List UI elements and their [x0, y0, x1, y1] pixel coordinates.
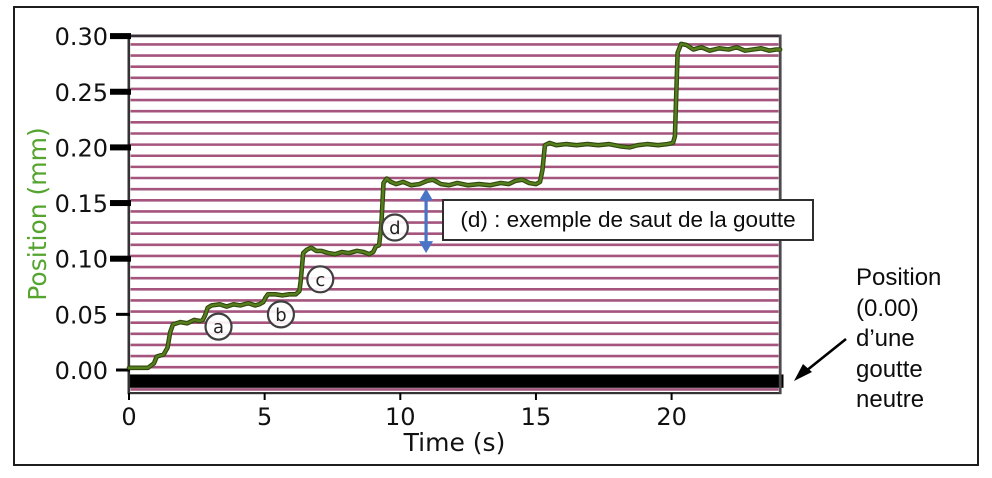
top-spine — [127, 34, 782, 38]
x-axis-spine — [127, 392, 782, 395]
x-tick — [128, 393, 130, 400]
x-tick-label: 20 — [656, 403, 687, 431]
y-tick — [110, 255, 131, 262]
y-tick-label: 0.00 — [55, 357, 108, 385]
jump-callout-text: (d) : exemple de saut de la goutte — [460, 207, 796, 232]
neutral-note-arrow-head — [794, 364, 812, 381]
x-tick — [399, 393, 402, 400]
step-label-a: a — [213, 317, 224, 338]
x-tick — [263, 393, 266, 400]
jump-arrow-head-up — [419, 188, 434, 201]
x-tick-label: 5 — [257, 403, 272, 431]
step-label-circle-c — [306, 265, 335, 294]
y-tick-label: 0.05 — [55, 301, 108, 329]
x-tick-label: 0 — [121, 403, 136, 431]
y-tick — [116, 312, 130, 316]
step-label-c: c — [315, 270, 325, 291]
x-tick — [534, 393, 537, 400]
figure-border — [13, 6, 979, 466]
neutral-drop-note: Position (0.00) d’une goutte neutre — [856, 264, 942, 413]
y-tick-label: 0.25 — [55, 79, 108, 107]
step-label-circle-a — [204, 312, 233, 341]
y-tick-label: 0.10 — [55, 246, 108, 274]
step-label-circle-b — [266, 300, 296, 329]
y-tick — [116, 368, 130, 372]
y-tick — [110, 33, 131, 40]
x-axis-label: Time (s) — [403, 428, 506, 457]
y-axis-spine — [127, 34, 131, 394]
y-tick-label: 0.20 — [55, 134, 108, 162]
y-axis-label: Position (mm) — [23, 127, 52, 301]
y-tick — [110, 144, 131, 151]
y-tick-label: 0.30 — [55, 23, 108, 51]
jump-arrow-head-down — [419, 241, 434, 254]
step-label-b: b — [275, 305, 286, 326]
step-label-circle-d — [380, 213, 409, 242]
step-label-d: d — [389, 218, 400, 239]
x-tick-label: 15 — [521, 403, 552, 431]
x-tick — [670, 393, 673, 400]
position-curve — [127, 42, 782, 369]
x-tick-label: 10 — [385, 403, 416, 431]
jump-callout-box: (d) : exemple de saut de la goutte — [442, 199, 814, 241]
y-tick — [110, 88, 131, 95]
y-tick — [110, 200, 131, 207]
neutral-position-bar — [129, 374, 784, 388]
y-tick-label: 0.15 — [55, 190, 108, 218]
